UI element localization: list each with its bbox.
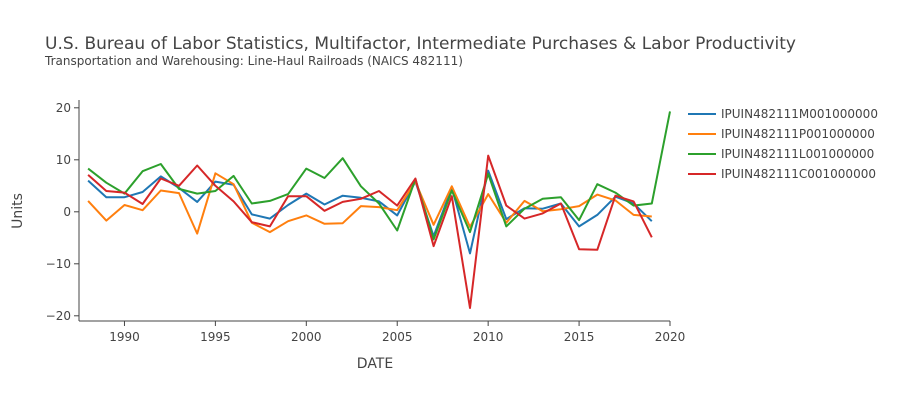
legend-item[interactable]: IPUIN482111M001000000 bbox=[688, 107, 878, 121]
y-tick-label: 0 bbox=[63, 205, 71, 219]
x-tick-label: 2015 bbox=[564, 330, 595, 344]
x-axis-title: DATE bbox=[357, 356, 393, 372]
y-axis-ticks: −20 −10 0 10 20 bbox=[46, 101, 79, 323]
y-tick-label: 20 bbox=[56, 101, 71, 115]
series-line-3 bbox=[87, 111, 671, 241]
series-line-4 bbox=[87, 154, 653, 309]
chart-subtitle: Transportation and Warehousing: Line-Hau… bbox=[45, 54, 463, 68]
legend-item[interactable]: IPUIN482111C001000000 bbox=[688, 167, 876, 181]
x-tick-label: 1995 bbox=[200, 330, 231, 344]
y-axis-title: Units bbox=[10, 193, 26, 229]
plot-area bbox=[87, 111, 671, 309]
legend-label: IPUIN482111C001000000 bbox=[721, 167, 876, 181]
series-line-2 bbox=[87, 172, 652, 235]
y-tick-label: 10 bbox=[56, 153, 71, 167]
x-tick-label: 2000 bbox=[291, 330, 322, 344]
legend[interactable]: IPUIN482111M001000000 IPUIN482111P0010000… bbox=[688, 107, 878, 181]
y-tick-label: −20 bbox=[46, 309, 71, 323]
legend-item[interactable]: IPUIN482111L001000000 bbox=[688, 147, 874, 161]
legend-item[interactable]: IPUIN482111P001000000 bbox=[688, 127, 875, 141]
chart-title: U.S. Bureau of Labor Statistics, Multifa… bbox=[45, 34, 796, 54]
x-tick-label: 2020 bbox=[655, 330, 686, 344]
x-axis-ticks: 1990 1995 2000 2005 2010 2015 2020 bbox=[109, 321, 685, 344]
legend-label: IPUIN482111M001000000 bbox=[721, 107, 878, 121]
legend-label: IPUIN482111P001000000 bbox=[721, 127, 875, 141]
x-tick-label: 2005 bbox=[382, 330, 413, 344]
y-tick-label: −10 bbox=[46, 257, 71, 271]
x-tick-label: 1990 bbox=[109, 330, 140, 344]
legend-label: IPUIN482111L001000000 bbox=[721, 147, 874, 161]
x-tick-label: 2010 bbox=[473, 330, 504, 344]
